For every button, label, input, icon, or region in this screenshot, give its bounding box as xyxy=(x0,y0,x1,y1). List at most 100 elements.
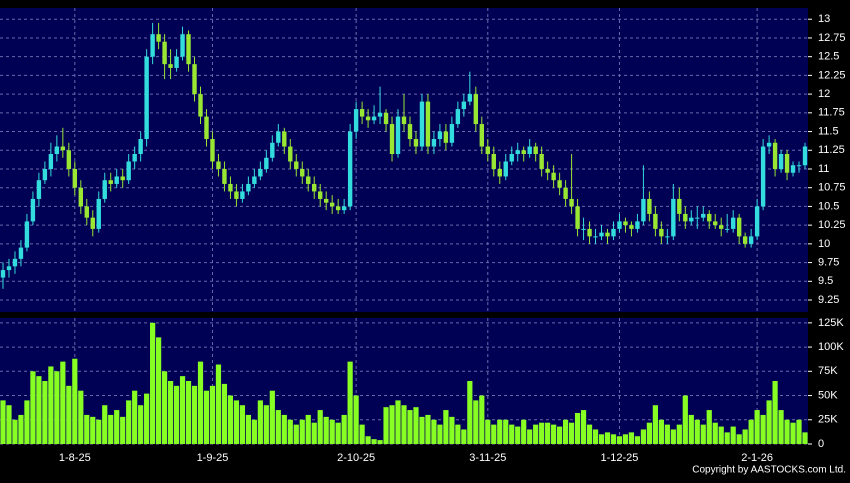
volume-bar xyxy=(449,416,455,444)
volume-bar xyxy=(527,429,533,444)
volume-bar xyxy=(407,410,413,444)
volume-bar xyxy=(281,414,287,444)
candle-body xyxy=(569,198,574,207)
volume-bar xyxy=(209,385,216,444)
volume-bar xyxy=(419,416,425,444)
volume-bar xyxy=(371,439,377,444)
candle-body xyxy=(665,236,670,238)
y-tick-label: 11.25 xyxy=(818,144,845,156)
candle-body xyxy=(587,228,592,237)
candle-body xyxy=(790,165,796,173)
candle-body xyxy=(551,172,556,181)
y-tick-label: 9.5 xyxy=(818,275,833,287)
volume-bar xyxy=(299,419,305,444)
volume-bar xyxy=(269,390,275,444)
volume-bar xyxy=(694,419,700,444)
volume-bar xyxy=(167,381,174,444)
volume-bar xyxy=(760,414,766,444)
volume-bar xyxy=(245,414,251,444)
candle-body xyxy=(329,202,335,207)
candle-body xyxy=(611,228,616,237)
price-panel xyxy=(0,8,808,312)
y-tick-label: 100K xyxy=(818,341,844,353)
candle-body xyxy=(198,94,203,117)
candle-body xyxy=(695,217,700,219)
volume-bar xyxy=(431,419,437,444)
volume-bar xyxy=(742,429,748,444)
candle-body xyxy=(270,142,275,158)
volume-bar xyxy=(664,424,670,444)
candle-body xyxy=(341,206,347,211)
candle-body xyxy=(264,157,269,169)
volume-bar xyxy=(700,424,706,444)
candle-body xyxy=(48,154,54,169)
candle-body xyxy=(395,116,401,155)
candle-body xyxy=(784,154,790,173)
volume-bar xyxy=(156,337,162,444)
candle-body xyxy=(401,116,407,125)
volume-bar xyxy=(586,424,593,444)
candle-body xyxy=(150,34,155,57)
candle-body xyxy=(605,232,610,237)
y-tick-label: 10.5 xyxy=(818,200,839,212)
volume-bar xyxy=(533,424,539,444)
candle-body xyxy=(653,213,658,229)
volume-bar xyxy=(185,381,192,444)
y-tick-label: 9.75 xyxy=(818,256,839,268)
volume-bar xyxy=(293,424,299,444)
volume-bar xyxy=(634,436,641,444)
candle-body xyxy=(503,161,508,177)
candle-body xyxy=(557,180,562,188)
volume-bar xyxy=(173,385,180,444)
candle-body xyxy=(216,161,221,169)
volume-bar xyxy=(275,410,281,444)
volume-bar xyxy=(18,414,24,444)
volume-bar xyxy=(48,366,54,444)
candle-body xyxy=(479,124,485,147)
candle-body xyxy=(222,168,227,184)
volume-bar xyxy=(413,407,419,444)
volume-bar xyxy=(485,419,491,444)
y-tick-label: 125K xyxy=(818,317,844,329)
y-tick-label: 9.25 xyxy=(818,294,839,306)
candle-body xyxy=(240,191,245,199)
candle-body xyxy=(760,146,766,207)
volume-bar xyxy=(395,400,401,444)
volume-bar xyxy=(120,416,126,444)
volume-bar xyxy=(712,422,718,444)
volume-bar xyxy=(90,416,96,444)
volume-bar xyxy=(341,414,347,444)
x-tick-label: 1-12-25 xyxy=(601,452,639,464)
candle-body xyxy=(725,228,730,230)
candle-body xyxy=(174,56,179,68)
volume-bar xyxy=(676,424,682,444)
x-tick-label: 1-8-25 xyxy=(59,452,91,464)
candle-body xyxy=(497,168,502,177)
y-tick-label: 11 xyxy=(818,163,829,175)
volume-bar xyxy=(658,419,664,444)
volume-bar xyxy=(724,432,730,444)
volume-bar xyxy=(78,390,84,444)
volume-bar xyxy=(60,361,66,444)
candle-body xyxy=(383,112,389,125)
copyright: Copyright by AASTOCKS.com Ltd. xyxy=(692,465,846,476)
volume-bar xyxy=(455,424,461,444)
volume-bar xyxy=(563,419,569,444)
volume-bar xyxy=(640,429,647,444)
volume-bar xyxy=(365,436,371,444)
candle-body xyxy=(742,236,748,244)
volume-bar xyxy=(718,426,724,444)
candle-body xyxy=(713,221,718,226)
candle-body xyxy=(24,221,30,248)
candle-body xyxy=(168,64,173,68)
volume-bar xyxy=(233,400,240,444)
volume-bar xyxy=(772,381,778,444)
candle-body xyxy=(312,183,317,192)
volume-bar xyxy=(323,416,329,444)
volume-bar xyxy=(748,419,754,444)
candle-body xyxy=(6,266,12,271)
candle-body xyxy=(778,154,784,169)
volume-bar xyxy=(215,364,222,444)
x-tick-label: 1-9-25 xyxy=(197,452,229,464)
